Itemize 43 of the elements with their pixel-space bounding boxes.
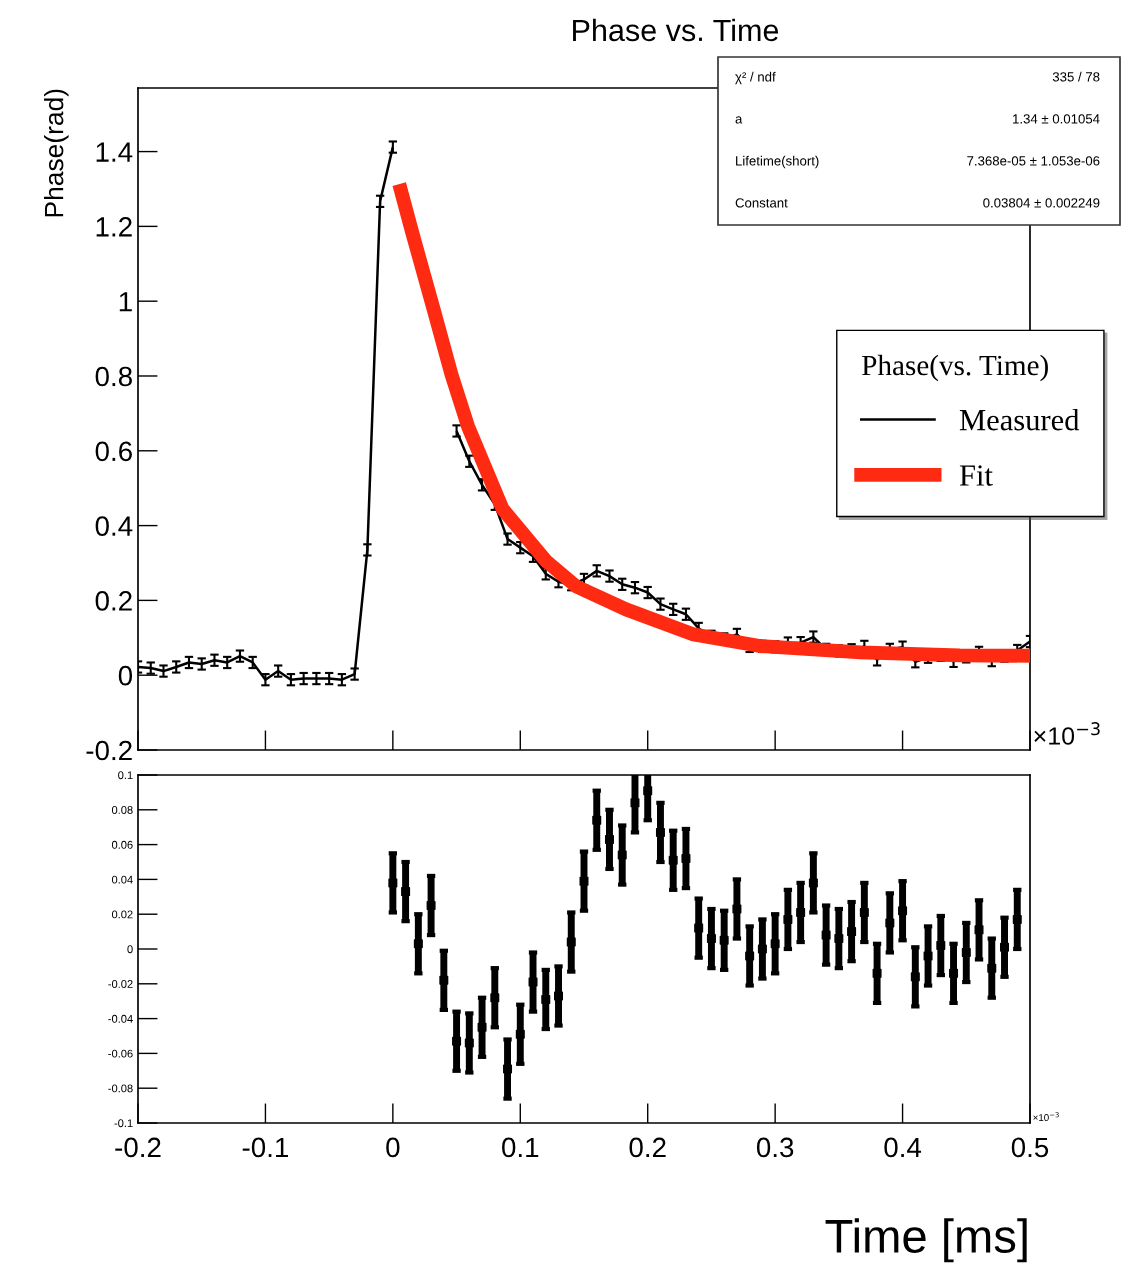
y-tick-label: -0.2 <box>86 740 132 761</box>
text: ×10$^{−3}$ <box>1034 722 1100 745</box>
annotation: Lifetime(short) <box>736 155 819 169</box>
x-axis-title: Time [ms] <box>825 1218 1027 1263</box>
y-tick-label: -0.08 <box>108 1084 133 1093</box>
y-tick-label: 0.1 <box>118 771 133 780</box>
annotation: 7.368e-05 ± 1.053e-06 <box>967 156 1100 166</box>
annotation: 1.34 ± 0.01054 <box>1013 114 1100 124</box>
annotation: Constant <box>735 198 788 208</box>
y-tick-label: 0.06 <box>111 840 133 849</box>
text: 335 / 78 <box>1052 71 1100 82</box>
chart-title: Phase vs. Time <box>573 18 779 42</box>
y-tick-label: -0.02 <box>108 980 133 988</box>
y-tick-label: 0 <box>118 665 133 686</box>
legend-title: Phase(vs. Time) <box>862 354 1048 382</box>
y-tick-label: 0.02 <box>111 910 133 919</box>
y-tick-label: 0.8 <box>95 366 132 387</box>
y-tick-label: 1 <box>119 292 132 312</box>
annotation: 0.03804 ± 0.002249 <box>983 198 1100 208</box>
annotation: a <box>735 116 743 124</box>
x-tick-label: 0 <box>386 1137 400 1158</box>
x-tick-label: -0.1 <box>242 1137 289 1158</box>
legend-label: Fit <box>959 465 993 486</box>
text: ×10$^{−3}$ <box>1033 1112 1059 1121</box>
y-tick-label: 0.2 <box>95 591 132 611</box>
y-tick-label: 0.04 <box>111 875 133 884</box>
y-axis-title: Phase(rad) <box>44 89 69 217</box>
x-tick-label: 0.1 <box>502 1137 539 1158</box>
y-tick-label: 1.4 <box>96 142 133 162</box>
text: χ² / ndf <box>735 71 776 85</box>
y-tick-label: 1.2 <box>96 217 132 237</box>
y-tick-label: -0.06 <box>108 1049 133 1058</box>
y-tick-label: 0.6 <box>95 441 132 462</box>
x-tick-label: 0.2 <box>629 1137 666 1158</box>
y-tick-label: 0 <box>127 945 133 954</box>
y-tick-label: -0.04 <box>108 1014 133 1023</box>
x-tick-label: 0.4 <box>884 1137 922 1158</box>
y-tick-label: 0.08 <box>111 806 133 814</box>
legend-label: Measured <box>959 408 1080 431</box>
y-tick-label: 0.4 <box>95 516 133 536</box>
y-tick-label: -0.1 <box>114 1119 133 1128</box>
x-tick-label: 0.5 <box>1011 1137 1049 1158</box>
x-tick-label: 0.3 <box>756 1137 794 1158</box>
